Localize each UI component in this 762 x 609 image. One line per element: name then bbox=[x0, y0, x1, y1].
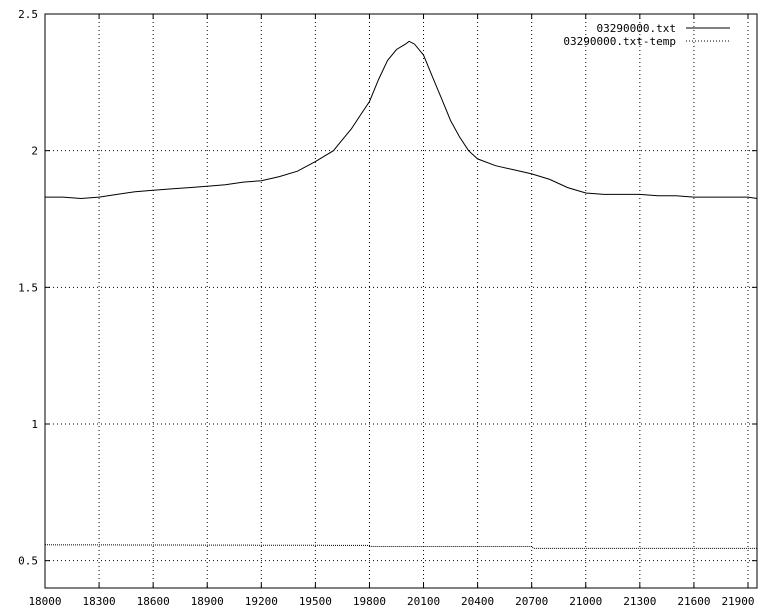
x-tick-label: 19200 bbox=[245, 595, 278, 608]
y-tick-label: 0.5 bbox=[18, 555, 38, 568]
legend-label-03290000-txt: 03290000.txt bbox=[597, 22, 676, 35]
plot-frame bbox=[44, 13, 758, 589]
y-tick-label: 2 bbox=[31, 145, 38, 158]
x-tick-label: 18900 bbox=[191, 595, 224, 608]
x-tick-label: 21300 bbox=[623, 595, 656, 608]
series-line-absorbance bbox=[45, 40, 758, 200]
x-tick-label: 18300 bbox=[83, 595, 116, 608]
series-line-temp bbox=[44, 544, 757, 549]
x-tick-label: 18000 bbox=[28, 595, 61, 608]
x-tick-label: 19800 bbox=[353, 595, 386, 608]
axis-ticks: 18000 18300 18600 18900 19200 19500 19800 20100… bbox=[18, 8, 757, 608]
y-tick-label: 2.5 bbox=[18, 8, 38, 21]
x-tick-label: 20700 bbox=[515, 595, 548, 608]
x-tick-label: 21900 bbox=[721, 595, 754, 608]
series-lines bbox=[44, 40, 758, 549]
y-tick-label: 1 bbox=[31, 418, 38, 431]
x-tick-label: 21600 bbox=[677, 595, 710, 608]
x-tick-label: 19500 bbox=[299, 595, 332, 608]
x-tick-label: 20100 bbox=[407, 595, 440, 608]
x-tick-label: 18600 bbox=[137, 595, 170, 608]
x-tick-label: 21000 bbox=[569, 595, 602, 608]
legend: 03290000.txt 03290000.txt-temp bbox=[563, 22, 730, 48]
x-tick-label: 20400 bbox=[461, 595, 494, 608]
y-tick-label: 1.5 bbox=[18, 281, 38, 294]
grid-lines bbox=[45, 14, 757, 588]
legend-label-03290000-txt-temp: 03290000.txt-temp bbox=[563, 35, 676, 48]
